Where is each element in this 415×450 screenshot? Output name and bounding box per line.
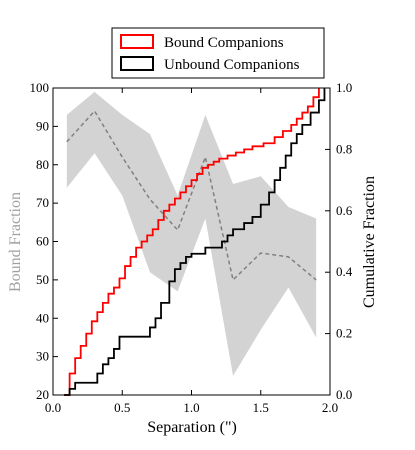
- left-y-tick-label: 100: [30, 80, 50, 95]
- left-y-tick-label: 20: [36, 387, 49, 402]
- bound-companions-line: [64, 88, 320, 396]
- left-y-tick-label: 70: [36, 195, 49, 210]
- right-y-tick-label: 1.0: [336, 80, 352, 95]
- x-tick-label: 1.0: [183, 400, 199, 415]
- right-y-tick-label: 0.2: [336, 326, 352, 341]
- left-y-tick-label: 90: [36, 118, 49, 133]
- x-tick-label: 2.0: [322, 400, 338, 415]
- legend: Bound Companions Unbound Companions: [111, 27, 325, 79]
- right-y-tick-label: 0.0: [336, 387, 352, 402]
- left-y-tick-label: 40: [36, 310, 49, 325]
- left-y-axis-label: Bound Fraction: [7, 192, 24, 292]
- legend-swatch-unbound: [120, 56, 154, 71]
- left-y-tick-label: 80: [36, 157, 49, 172]
- right-y-axis-label: Cumulative Fraction: [361, 176, 378, 308]
- x-axis-label: Separation ("): [147, 419, 237, 436]
- unbound-companions-line: [64, 88, 326, 396]
- right-y-tick-label: 0.4: [336, 264, 353, 279]
- legend-label-unbound: Unbound Companions: [164, 57, 300, 73]
- x-tick-label: 0.0: [45, 400, 61, 415]
- left-y-tick-label: 50: [36, 272, 49, 287]
- plot-area: 0.0 0.5 1.0 1.5 2.0 20 30 40 50 60 70 80 90 100 0.0 0.2…: [30, 80, 353, 415]
- right-y-tick-label: 0.8: [336, 141, 352, 156]
- legend-swatch-bound: [120, 34, 154, 49]
- left-y-tick-label: 60: [36, 234, 49, 249]
- left-y-tick-label: 30: [36, 349, 49, 364]
- bound-fraction-line: [66, 109, 317, 282]
- right-y-tick-label: 0.6: [336, 203, 353, 218]
- x-tick-label: 0.5: [114, 400, 130, 415]
- x-tick-label: 1.5: [253, 400, 269, 415]
- legend-label-bound: Bound Companions: [164, 35, 284, 51]
- bound-fraction-band: [66, 91, 317, 376]
